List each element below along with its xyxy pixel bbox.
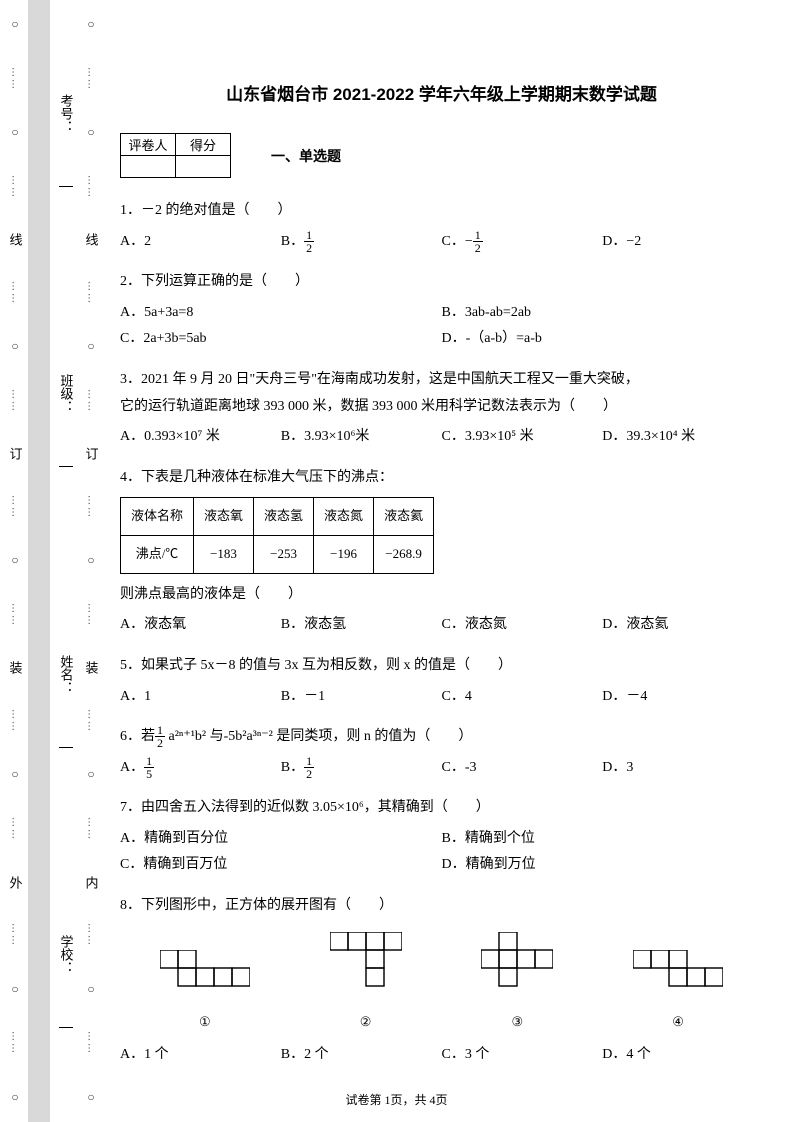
net-1-icon <box>160 950 250 1004</box>
page-title: 山东省烟台市 2021-2022 学年六年级上学期期末数学试题 <box>120 80 763 105</box>
exam-content: 山东省烟台市 2021-2022 学年六年级上学期期末数学试题 评卷人得分 一、… <box>120 80 763 1083</box>
q1-opt-a: A．2 <box>120 229 281 256</box>
question-2: 2．下列运算正确的是（ ） A．5a+3a=8B．3ab-ab=2ab C．2a… <box>120 269 763 353</box>
binding-outermost: ○…… ○…… 线 ……○…… 订 ……○…… 装 ……○…… 外 ……○…… … <box>5 0 25 1122</box>
score-table: 评卷人得分 <box>120 133 231 178</box>
question-4: 4．下表是几种液体在标准大气压下的沸点： 液体名称液态氧 液态氢液态氮 液态氦 … <box>120 465 763 639</box>
page-footer: 试卷第 1页，共 4页 <box>0 1091 793 1108</box>
question-7: 7．由四舍五入法得到的近似数 3.05×10⁶，其精确到（ ） A．精确到百分位… <box>120 795 763 879</box>
q4-table: 液体名称液态氧 液态氢液态氮 液态氦 沸点/℃−183 −253−196 −26… <box>120 497 434 573</box>
section-title: 一、单选题 <box>271 146 341 166</box>
q1-opt-b: B．12 <box>281 229 442 256</box>
question-8: 8．下列图形中，正方体的展开图有（ ） ① <box>120 893 763 1069</box>
net-2-icon <box>330 932 402 1004</box>
q1-opt-d: D．−2 <box>602 229 763 256</box>
question-6: 6．若12 a²ⁿ⁺¹b² 与-5b²a³ⁿ⁻² 是同类项，则 n 的值为（ ）… <box>120 724 763 781</box>
question-1: 1．－2 的绝对值是（ ） A．2 B．12 C．−12 D．−2 <box>120 198 763 255</box>
net-3-icon <box>481 932 553 1004</box>
binding-inner: ○…… ○…… 线 ……○…… 订 ……○…… 装 ……○…… 内 ……○…… … <box>80 0 102 1122</box>
binding-grey <box>28 0 50 1122</box>
nets-row: ① ② <box>120 932 763 1035</box>
q1-opt-c: C．−12 <box>442 229 603 256</box>
question-3: 3．2021 年 9 月 20 日"天舟三号"在海南成功发射，这是中国航天工程又… <box>120 367 763 451</box>
binding-info: 考号： 班级： 姓名： 学校： <box>55 0 77 1122</box>
net-4-icon <box>633 950 723 1004</box>
question-5: 5．如果式子 5x－8 的值与 3x 互为相反数，则 x 的值是（ ） A．1B… <box>120 653 763 710</box>
